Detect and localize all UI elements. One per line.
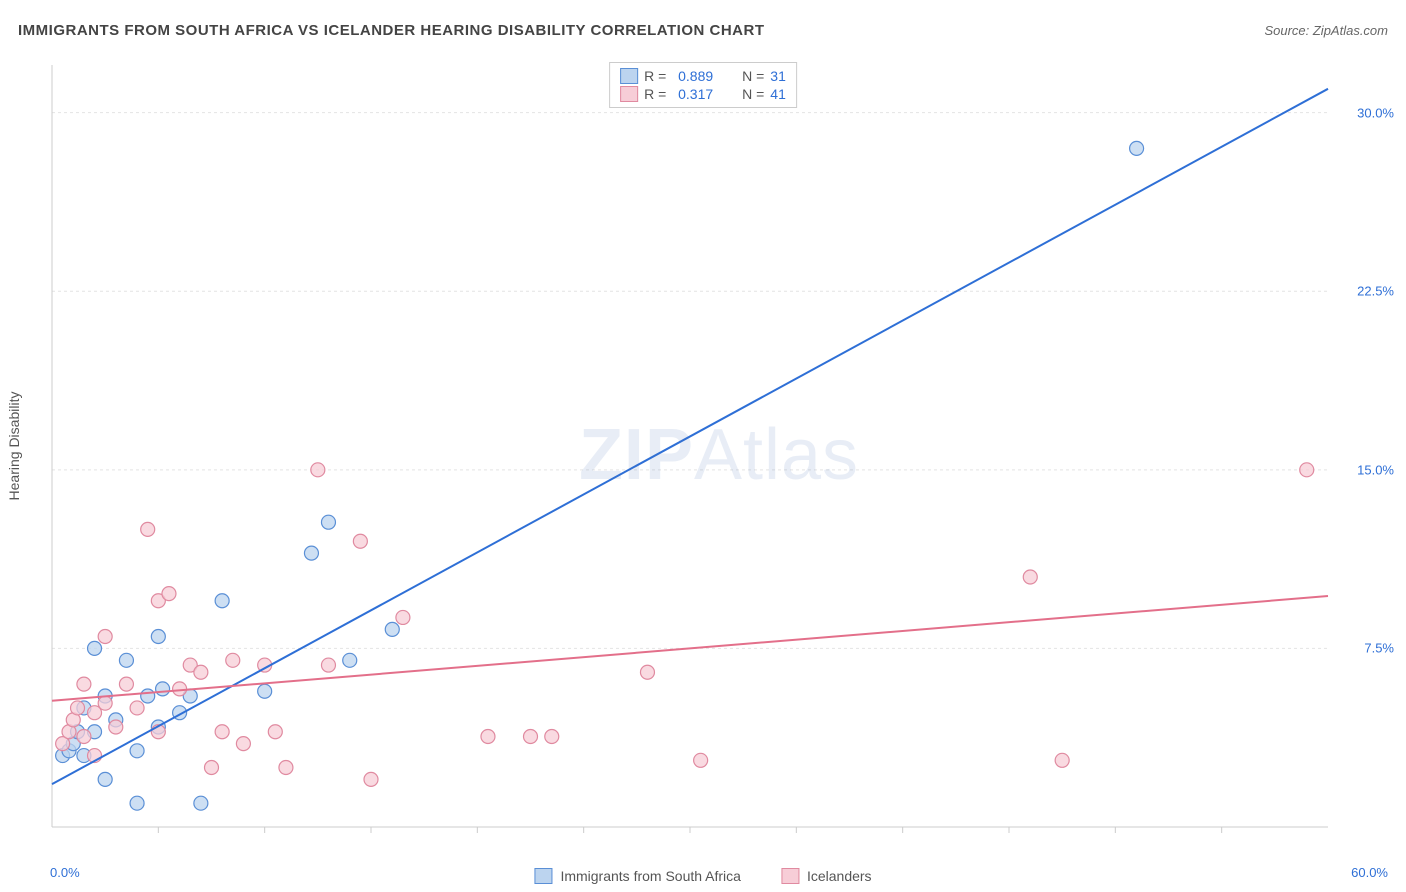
source-link[interactable]: ZipAtlas.com — [1313, 23, 1388, 38]
r-label: R = — [644, 86, 672, 102]
x-axis-max-label: 60.0% — [1351, 865, 1388, 880]
n-label: N = — [742, 86, 764, 102]
plot-area: ZIPAtlas — [50, 60, 1388, 857]
r-label: R = — [644, 68, 672, 84]
y-axis-tick-label: 30.0% — [1357, 105, 1394, 120]
source-attribution: Source: ZipAtlas.com — [1264, 23, 1388, 38]
y-axis-tick-label: 15.0% — [1357, 462, 1394, 477]
source-prefix: Source: — [1264, 23, 1312, 38]
correlation-legend: R = 0.889 N = 31 R = 0.317 N = 41 — [609, 62, 797, 108]
legend-swatch-pink — [620, 86, 638, 102]
y-axis-tick-label: 22.5% — [1357, 284, 1394, 299]
n-label: N = — [742, 68, 764, 84]
n-value-blue: 31 — [770, 68, 786, 84]
chart-title: IMMIGRANTS FROM SOUTH AFRICA VS ICELANDE… — [18, 22, 765, 39]
r-value-blue: 0.889 — [678, 68, 728, 84]
series-legend: Immigrants from South Africa Icelanders — [534, 868, 871, 884]
x-axis-min-label: 0.0% — [50, 865, 80, 880]
legend-label-series-0: Immigrants from South Africa — [560, 868, 741, 884]
y-axis-tick-label: 7.5% — [1364, 641, 1394, 656]
scatter-chart — [50, 60, 1388, 857]
legend-swatch-series-1 — [781, 868, 799, 884]
r-value-pink: 0.317 — [678, 86, 728, 102]
y-axis-label: Hearing Disability — [6, 392, 22, 501]
legend-swatch-blue — [620, 68, 638, 84]
legend-label-series-1: Icelanders — [807, 868, 872, 884]
legend-swatch-series-0 — [534, 868, 552, 884]
n-value-pink: 41 — [770, 86, 786, 102]
